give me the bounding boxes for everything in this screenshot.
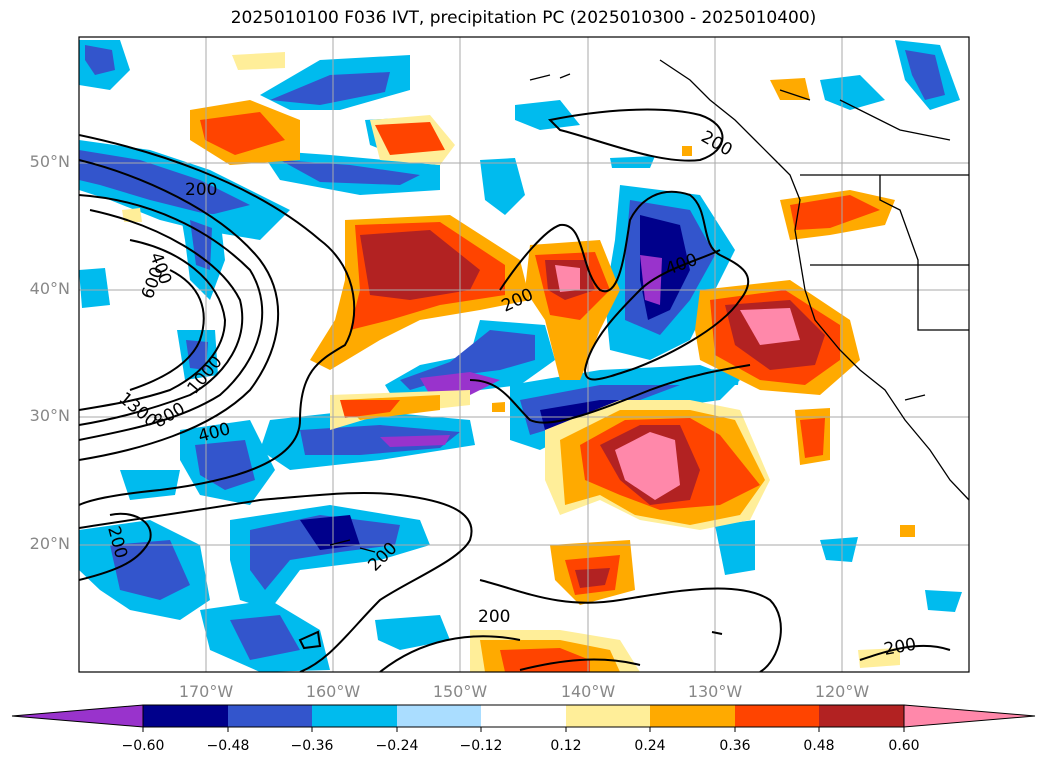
lon-tick-label: 150°W [432,682,488,701]
colorbar-tick-label: −0.36 [290,738,334,754]
colorbar-swatch [143,705,228,727]
lat-tick-label: 30°N [29,406,70,425]
ivt-contours [79,108,951,672]
colorbar-swatch [397,705,481,727]
map-frame [78,36,970,673]
colorbar-swatch [735,705,819,727]
colorbar-tick-label: 0.24 [634,738,666,754]
colorbar-swatch [228,705,312,727]
chart-title: 2025010100 F036 IVT, precipitation PC (2… [230,8,817,28]
lat-tick-label: 20°N [29,534,70,553]
positive-pc-shading [122,52,915,672]
colorbar-tick-label: −0.48 [206,738,250,754]
colorbar-extend-high [903,704,1036,728]
colorbar-tick-label: 0.36 [719,738,751,754]
colorbar-swatch [650,705,735,727]
contour-label: 200 [185,180,217,200]
colorbar-swatch [312,705,397,727]
colorbar-swatch [566,705,650,727]
colorbar-tick-label: 0.48 [803,738,835,754]
colorbar-tick-label: −0.60 [121,738,165,754]
colorbar-tick-label: −0.12 [459,738,503,754]
coastlines [329,59,969,553]
lon-tick-label: 170°W [178,682,234,701]
lat-tick-label: 50°N [29,152,70,171]
colorbar-tick-label: 0.60 [888,738,920,754]
colorbar-swatch [819,705,904,727]
lon-tick-label: 140°W [560,682,616,701]
colorbar-extend-low [11,704,144,728]
colorbar-swatch [481,705,566,727]
colorbar-tick-label: −0.24 [375,738,419,754]
lat-tick-label: 40°N [29,279,70,298]
colorbar-tick-label: 0.12 [550,738,582,754]
colorbar [11,704,1036,732]
lon-tick-label: 160°W [305,682,361,701]
lon-tick-label: 120°W [814,682,870,701]
gridlines [79,37,969,672]
contour-label: 200 [478,607,510,627]
lon-tick-label: 130°W [687,682,743,701]
